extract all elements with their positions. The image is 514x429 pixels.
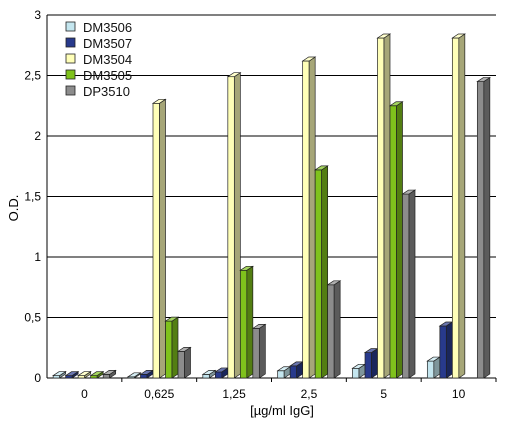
legend-item: DM3504: [65, 52, 132, 67]
bar: [426, 356, 441, 379]
legend-label: DP3510: [83, 84, 130, 99]
legend-label: DM3507: [83, 36, 132, 51]
bar: [102, 369, 117, 379]
bar: [226, 72, 242, 379]
gridlines: [47, 14, 496, 379]
legend-label: DM3504: [83, 52, 132, 67]
bar: [289, 361, 304, 379]
x-tick-label: 10: [452, 387, 466, 401]
legend-label: DM3506: [83, 20, 132, 35]
x-tick-label: 5: [380, 387, 387, 401]
legend-item: DM3507: [65, 36, 132, 51]
legend-item: DM3506: [65, 20, 132, 35]
axes: [46, 15, 497, 382]
y-tick-label: 0: [34, 371, 41, 385]
bar: [251, 323, 267, 379]
y-tick-label: 0,5: [24, 311, 41, 325]
legend-label: DM3505: [83, 68, 132, 83]
bar: [301, 56, 317, 379]
bar: [77, 370, 92, 379]
legend-swatch: [65, 21, 76, 32]
bar: [151, 98, 167, 379]
x-tick-label: 1,25: [222, 387, 246, 401]
bar: [176, 346, 192, 379]
legend-swatch: [65, 53, 76, 64]
bar: [451, 33, 466, 379]
y-tick-label: 2,5: [24, 69, 41, 83]
y-tick-label: 2: [34, 129, 41, 143]
x-tick-label: 0,625: [144, 387, 174, 401]
bar: [64, 370, 80, 379]
bars: [52, 33, 491, 379]
legend-swatch: [65, 37, 76, 48]
legend-item: DP3510: [65, 84, 130, 99]
legend-item: DM3505: [65, 68, 132, 83]
bar: [139, 369, 155, 379]
y-tick-label: 1: [34, 250, 41, 264]
bar: [239, 265, 254, 379]
bar: [89, 370, 105, 379]
bar: [214, 367, 229, 379]
bar: [476, 76, 491, 379]
bar: [201, 369, 217, 379]
x-tick-labels: 0 0,625 1,25 2,5 5 10: [81, 387, 466, 401]
bar: [164, 316, 180, 379]
bar: [401, 189, 417, 379]
bar: [438, 321, 454, 379]
y-tick-labels: 0 0,5 1 1,5 2 2,5 3: [24, 8, 41, 385]
bar: [351, 363, 367, 379]
legend-swatch: [65, 85, 76, 96]
legend-swatch: [65, 69, 76, 80]
y-tick-label: 3: [34, 8, 41, 22]
bar: [314, 165, 329, 379]
x-tick-label: 0: [81, 387, 88, 401]
bar: [276, 366, 292, 379]
bar: [126, 372, 142, 379]
y-axis-title: O.D.: [6, 195, 21, 222]
bar: [376, 33, 392, 379]
x-axis-title: [µg/ml IgG]: [250, 403, 314, 418]
bar: [388, 101, 404, 379]
x-tick-label: 2,5: [301, 387, 318, 401]
bar: [52, 370, 67, 379]
bar: [326, 280, 342, 379]
y-tick-label: 1,5: [24, 190, 41, 204]
bar: [363, 347, 379, 379]
